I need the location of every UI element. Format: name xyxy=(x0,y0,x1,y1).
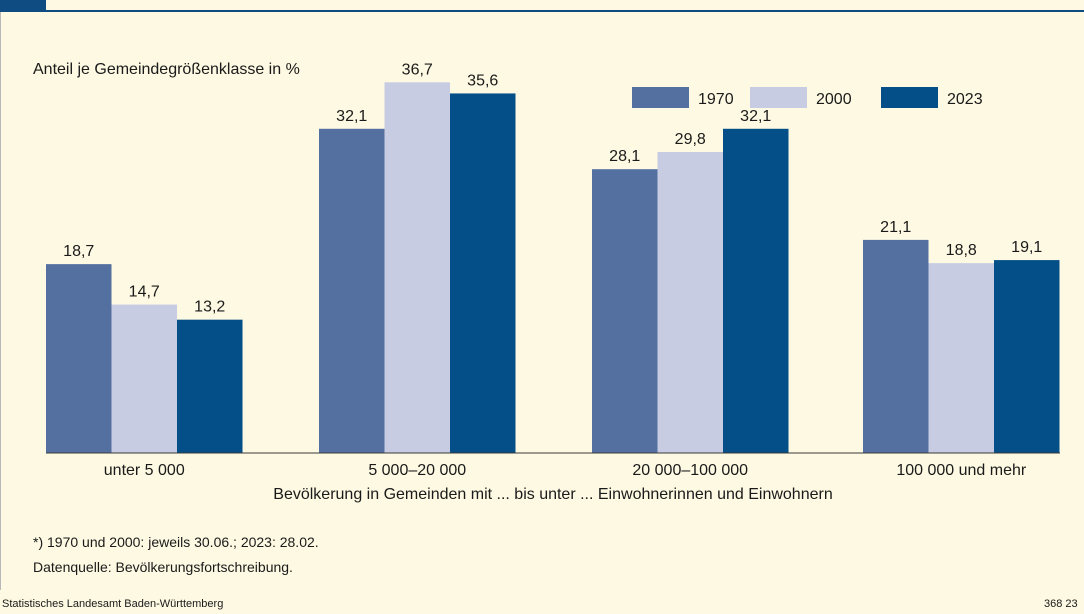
x-tick-label-2: 5 000–20 000 xyxy=(368,462,466,479)
x-tick-label-3: 20 000–100 000 xyxy=(632,462,748,479)
data-label-1970-3: 28,1 xyxy=(609,148,640,165)
bar-1970-2 xyxy=(319,128,385,454)
data-label-2000-3: 29,8 xyxy=(675,131,706,148)
data-label-2000-1: 14,7 xyxy=(129,284,160,301)
data-label-1970-4: 21,1 xyxy=(880,219,911,236)
data-label-2023-1: 13,2 xyxy=(194,299,225,316)
legend-label-2000: 2000 xyxy=(816,91,852,108)
bar-2000-4 xyxy=(928,263,994,453)
footnote: *) 1970 und 2000: jeweils 30.06.; 2023: … xyxy=(33,534,319,550)
legend-label-2023: 2023 xyxy=(947,91,983,108)
bar-2023-3 xyxy=(723,128,789,454)
x-tick-label-1: unter 5 000 xyxy=(104,462,185,479)
data-label-2023-2: 35,6 xyxy=(467,72,498,89)
x-axis-label: Bevölkerung in Gemeinden mit ... bis unt… xyxy=(273,486,832,503)
data-label-2023-4: 19,1 xyxy=(1011,239,1042,256)
x-tick-labels: unter 5 000 5 000–20 000 20 000–100 000 100… xyxy=(104,462,1027,479)
legend-label-1970: 1970 xyxy=(698,91,734,108)
data-label-2023-3: 32,1 xyxy=(740,108,771,125)
header-accent xyxy=(0,0,46,12)
legend-swatch-2023 xyxy=(881,87,938,108)
bars: 18,7 14,7 13,2 32,1 36,7 35,6 28,1 29,8 32,1 21,1… xyxy=(46,61,1060,454)
data-label-2000-4: 18,8 xyxy=(946,242,977,259)
header-bar xyxy=(0,0,1084,12)
bar-1970-1 xyxy=(46,264,112,453)
legend: 1970 2000 2023 xyxy=(632,87,983,108)
bar-1970-4 xyxy=(863,239,929,453)
chart-subtitle: Anteil je Gemeindegrößenklasse in % xyxy=(33,61,300,78)
data-label-2000-2: 36,7 xyxy=(402,61,433,78)
bar-2000-1 xyxy=(111,304,177,453)
legend-swatch-1970 xyxy=(632,87,689,108)
publisher: Statistisches Landesamt Baden-Württember… xyxy=(2,598,224,610)
legend-swatch-2000 xyxy=(750,87,807,108)
bar-2023-4 xyxy=(994,260,1060,453)
bar-1970-3 xyxy=(592,169,658,453)
frame-rule xyxy=(0,12,1,590)
bar-2000-2 xyxy=(384,82,450,453)
bar-2023-1 xyxy=(177,319,243,453)
bar-2000-3 xyxy=(657,152,723,453)
x-tick-label-4: 100 000 und mehr xyxy=(896,462,1027,479)
data-label-1970-2: 32,1 xyxy=(336,108,367,125)
data-label-1970-1: 18,7 xyxy=(63,243,94,260)
data-source: Datenquelle: Bevölkerungsfortschreibung. xyxy=(33,559,293,575)
chart-number: 368 23 xyxy=(1044,598,1078,610)
bar-2023-2 xyxy=(450,93,516,453)
